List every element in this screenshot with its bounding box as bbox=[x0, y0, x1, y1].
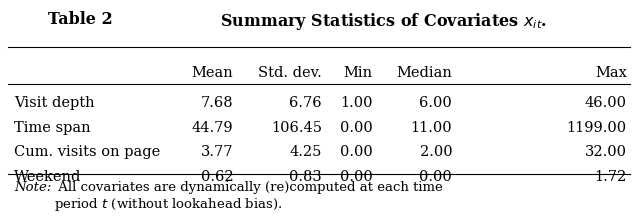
Text: Max: Max bbox=[595, 66, 627, 80]
Text: 3.77: 3.77 bbox=[200, 145, 233, 159]
Text: 32.00: 32.00 bbox=[585, 145, 627, 159]
Text: 0.00: 0.00 bbox=[340, 121, 373, 135]
Text: 1.72: 1.72 bbox=[595, 170, 627, 184]
Text: 0.00: 0.00 bbox=[340, 145, 373, 159]
Text: 0.62: 0.62 bbox=[200, 170, 233, 184]
Text: 4.25: 4.25 bbox=[290, 145, 322, 159]
Text: Mean: Mean bbox=[191, 66, 233, 80]
Text: 0.00: 0.00 bbox=[340, 170, 373, 184]
Text: Std. dev.: Std. dev. bbox=[259, 66, 322, 80]
Text: 46.00: 46.00 bbox=[585, 96, 627, 110]
Text: 106.45: 106.45 bbox=[271, 121, 322, 135]
Text: Cum. visits on page: Cum. visits on page bbox=[14, 145, 161, 159]
Text: 6.76: 6.76 bbox=[289, 96, 322, 110]
Text: 0.00: 0.00 bbox=[419, 170, 452, 184]
Text: Weekend: Weekend bbox=[14, 170, 81, 184]
Text: Summary Statistics of Covariates $x_{it}$.: Summary Statistics of Covariates $x_{it}… bbox=[220, 11, 548, 32]
Text: 1.00: 1.00 bbox=[340, 96, 373, 110]
Text: Table 2: Table 2 bbox=[49, 11, 113, 28]
Text: 2.00: 2.00 bbox=[420, 145, 452, 159]
Text: 44.79: 44.79 bbox=[191, 121, 233, 135]
Text: Time span: Time span bbox=[14, 121, 91, 135]
Text: 7.68: 7.68 bbox=[200, 96, 233, 110]
Text: Median: Median bbox=[396, 66, 452, 80]
Text: Min: Min bbox=[344, 66, 373, 80]
Text: 1199.00: 1199.00 bbox=[566, 121, 627, 135]
Text: All covariates are dynamically (re)computed at each time
period $t$ (without loo: All covariates are dynamically (re)compu… bbox=[54, 181, 443, 213]
Text: 6.00: 6.00 bbox=[419, 96, 452, 110]
Text: 11.00: 11.00 bbox=[410, 121, 452, 135]
Text: Visit depth: Visit depth bbox=[14, 96, 95, 110]
Text: Note:: Note: bbox=[14, 181, 51, 194]
Text: 0.83: 0.83 bbox=[289, 170, 322, 184]
